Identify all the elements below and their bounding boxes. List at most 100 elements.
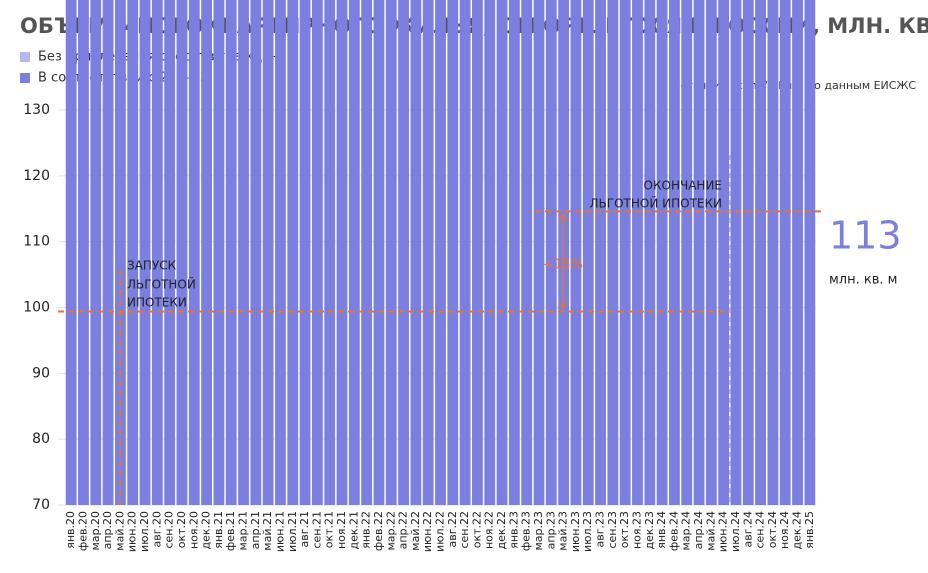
bar-segment (114, 0, 126, 506)
legend-swatch (20, 73, 30, 83)
x-tick-label: июл.22 (434, 511, 447, 552)
x-tick-label: май.22 (409, 511, 422, 551)
x-tick-label: авг.21 (298, 511, 311, 548)
x-tick-label: апр.24 (692, 511, 705, 549)
x-tick-label: июн.24 (717, 511, 730, 552)
x-tick-label: ноя.20 (187, 511, 200, 549)
x-tick-label: дек.24 (791, 511, 804, 550)
x-tick-label: мар.22 (384, 511, 397, 551)
x-tick-label: июл.21 (286, 511, 299, 552)
x-tick-label: окт.22 (470, 511, 483, 548)
y-tick-label: 80 (32, 431, 50, 447)
bar-segment (755, 0, 767, 505)
bar-segment (459, 0, 471, 505)
bar-segment (151, 0, 163, 505)
bar-segment (201, 0, 212, 505)
bar-segment (730, 0, 742, 505)
x-tick-label: мар.24 (680, 511, 693, 551)
annotation: млн. кв. м (829, 273, 897, 288)
bar-segment (90, 0, 102, 505)
x-tick-label: авг.22 (446, 511, 459, 548)
bar-segment (693, 0, 705, 505)
bar-segment (213, 0, 225, 505)
bar-segment (348, 0, 360, 506)
x-tick-label: апр.20 (101, 511, 114, 549)
bar-segment (619, 0, 631, 505)
bar-segment (767, 0, 779, 505)
x-tick-label: апр.22 (397, 511, 410, 549)
x-tick-label: июн.20 (126, 511, 139, 552)
bar-segment (484, 0, 496, 506)
bar-segment (472, 0, 483, 506)
x-tick-label: янв.25 (803, 511, 816, 549)
y-tick-label: 120 (23, 168, 50, 184)
bar-segment (127, 0, 139, 505)
bar-segment (705, 0, 717, 505)
bar-segment (632, 0, 643, 506)
bar-segment (139, 0, 151, 506)
x-tick-label: янв.22 (360, 511, 373, 549)
bar-segment (299, 0, 311, 505)
x-tick-label: ноя.23 (630, 511, 643, 549)
bar-segment (188, 0, 200, 506)
bar-segment (595, 0, 606, 506)
bar-segment (398, 0, 409, 506)
bar-segment (287, 0, 299, 506)
bar-segment (311, 0, 323, 506)
x-tick-label: май.21 (261, 511, 274, 551)
x-tick-label: дек.22 (495, 511, 508, 550)
x-tick-label: июн.22 (421, 511, 434, 552)
bar-segment (102, 0, 114, 505)
x-tick-label: окт.20 (175, 511, 188, 548)
bar-segment (669, 0, 680, 505)
arrow-head (558, 301, 568, 310)
x-tick-label: сен.23 (606, 511, 619, 549)
x-tick-label: фев.22 (372, 511, 385, 551)
x-tick-label: мар.20 (89, 511, 102, 551)
x-tick-label: окт.23 (618, 511, 631, 548)
bar-segment (336, 0, 348, 505)
bar-segment (656, 0, 668, 505)
x-tick-label: янв.21 (212, 511, 225, 549)
annotation: 113 (829, 214, 902, 258)
legend-swatch (20, 52, 30, 62)
bar-segment (508, 0, 520, 506)
x-tick-label: апр.23 (544, 511, 557, 549)
bar-segment (804, 0, 816, 505)
y-tick-label: 110 (23, 234, 50, 250)
annotation: ЗАПУСК (127, 259, 177, 273)
bar-segment (238, 0, 249, 505)
x-tick-label: май.24 (704, 511, 717, 551)
bar-segment (496, 0, 508, 506)
x-tick-label: мар.23 (532, 511, 545, 551)
bar-segment (78, 0, 89, 506)
y-tick-label: 130 (23, 102, 50, 118)
bar-segment (447, 0, 459, 506)
bar-segment (385, 0, 397, 506)
x-tick-label: мар.21 (237, 511, 250, 551)
x-tick-label: окт.24 (766, 511, 779, 548)
x-tick-label: июн.23 (569, 511, 582, 552)
bar-segment (607, 0, 619, 505)
bar-segment (164, 0, 176, 506)
bar-segment (521, 0, 533, 506)
bar-segment (792, 0, 803, 506)
bar-segment (422, 0, 434, 506)
y-tick-label: 70 (32, 497, 50, 513)
bar-segment (570, 0, 582, 506)
annotation: ОКОНЧАНИЕ (644, 179, 722, 193)
bar-segment (225, 0, 237, 506)
x-tick-label: фев.23 (520, 511, 533, 551)
x-tick-label: сен.24 (754, 511, 767, 549)
x-tick-label: янв.23 (507, 511, 520, 549)
x-tick-label: сен.20 (163, 511, 176, 549)
bar-segment (65, 0, 77, 506)
x-tick-label: июл.23 (581, 511, 594, 552)
bar-segment (779, 0, 791, 506)
x-tick-label: фев.24 (667, 511, 680, 551)
bar-segment (742, 0, 754, 505)
bar-segment (262, 0, 274, 506)
annotation: ИПОТЕКИ (127, 296, 187, 310)
bar-segment (250, 0, 262, 505)
x-tick-label: ноя.21 (335, 511, 348, 549)
